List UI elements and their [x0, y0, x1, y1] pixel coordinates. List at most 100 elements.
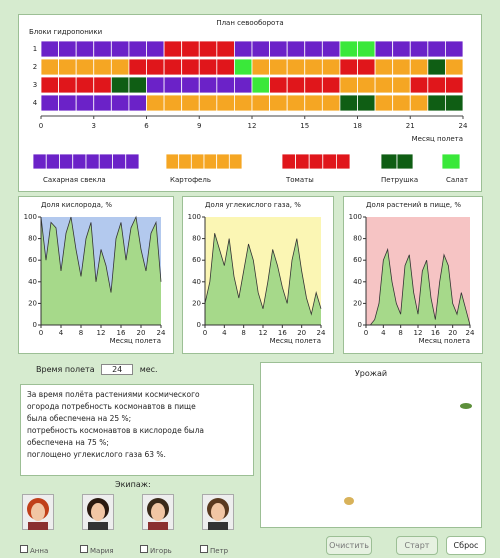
plan-cell	[304, 58, 323, 76]
crew-title: Экипаж:	[115, 480, 151, 489]
avatar[interactable]	[142, 494, 174, 530]
legend-cell	[295, 153, 310, 170]
legend-swatch	[281, 153, 351, 170]
x-tick-label: 24	[317, 329, 326, 337]
legend-cell	[228, 153, 243, 170]
chart-panel: Доля растений в пище, % 0 20 40 60 80 100 0 4 8 12…	[343, 196, 483, 354]
plan-cell	[269, 58, 288, 76]
avatar[interactable]	[82, 494, 114, 530]
x-tick-label: 20	[137, 329, 146, 337]
plan-cell	[110, 76, 130, 94]
plan-cell	[181, 40, 200, 58]
x-tick-label: 8	[241, 329, 245, 337]
plan-cell	[392, 76, 411, 94]
checkbox	[200, 545, 208, 553]
avatar[interactable]	[202, 494, 234, 530]
legend-cell	[441, 153, 461, 170]
plan-cell	[374, 58, 394, 76]
avatar-body	[88, 522, 108, 530]
plan-segment	[427, 94, 464, 112]
x-tick-label: 24	[459, 122, 468, 130]
crew-member[interactable]: Петр	[200, 545, 228, 555]
plan-cell	[392, 40, 411, 58]
summary-line: За время полёта растениями космического	[27, 390, 200, 399]
x-axis-label: Месяц полета	[270, 337, 321, 345]
plan-cell	[409, 94, 429, 112]
plan-cell	[198, 58, 218, 76]
plan-cell	[234, 40, 253, 58]
legend-cell	[322, 153, 337, 170]
plan-cell	[146, 76, 165, 94]
plan-cell	[110, 58, 130, 76]
y-tick-label: 40	[192, 278, 201, 286]
harvest-icon	[460, 403, 472, 409]
plan-segment	[234, 40, 341, 58]
button[interactable]: Сброс	[446, 536, 486, 555]
button[interactable]: Старт	[396, 536, 438, 555]
x-tick-label: 0	[39, 329, 43, 337]
legend-label: Томаты	[285, 176, 314, 184]
crew-member[interactable]: Мария	[80, 545, 114, 555]
legend-cell	[98, 153, 113, 170]
y-tick-label: 60	[28, 256, 37, 264]
x-axis-label: Месяц полета	[110, 337, 161, 345]
row-label: 4	[33, 99, 38, 107]
flight-time-label: Время полета	[36, 365, 95, 374]
x-axis-label: Месяц полета	[412, 135, 463, 143]
plan-segment	[110, 76, 147, 94]
plan-cell	[445, 40, 464, 58]
line	[40, 215, 162, 293]
plan-cell	[216, 58, 235, 76]
plan-cell	[40, 76, 59, 94]
plan-cell	[357, 94, 376, 112]
plan-cell	[128, 40, 147, 58]
y-tick-label: 60	[353, 256, 362, 264]
crew-member[interactable]: Анна	[20, 545, 48, 555]
plan-cell	[216, 94, 235, 112]
plan-cell	[286, 40, 306, 58]
plan-segment	[40, 40, 165, 58]
plan-cell	[58, 40, 77, 58]
flight-time-input[interactable]: 24	[101, 364, 134, 375]
legend-swatch	[380, 153, 414, 170]
x-tick-label: 12	[248, 122, 257, 130]
plan-segment	[445, 58, 464, 76]
legend-cell	[125, 153, 140, 170]
x-tick-label: 20	[297, 329, 306, 337]
plan-cell	[427, 76, 446, 94]
summary-line: потребность космонавтов в кислороде была	[27, 426, 205, 435]
x-tick-label: 8	[79, 329, 83, 337]
plan-cell	[40, 40, 59, 58]
plan-cell	[216, 40, 235, 58]
plan-cell	[286, 76, 306, 94]
crew-name: Анна	[30, 547, 49, 555]
plan-cell	[110, 40, 130, 58]
avatar[interactable]	[22, 494, 54, 530]
summary-line: обеспечена на 75 %;	[27, 438, 109, 447]
legend-label: Картофель	[170, 176, 211, 184]
x-tick-label: 12	[259, 329, 268, 337]
x-tick-label: 12	[414, 329, 423, 337]
plan-segment	[374, 40, 464, 58]
x-tick-label: 15	[300, 122, 309, 130]
plan-cell	[198, 94, 218, 112]
legend-cell	[112, 153, 127, 170]
plan-cell	[427, 94, 446, 112]
crew-member[interactable]: Игорь	[140, 545, 172, 555]
plan-cell	[251, 40, 270, 58]
y-tick-label: 40	[28, 278, 37, 286]
plan-cell	[269, 76, 288, 94]
chart-title: Доля кислорода, %	[41, 201, 112, 209]
area	[366, 249, 470, 325]
avatar-face	[31, 503, 45, 521]
legend-swatch	[165, 153, 243, 170]
legend-cell	[32, 153, 47, 170]
summary-line: поглощено углекислого газа 63 %.	[27, 450, 166, 459]
legend-cell	[396, 153, 414, 170]
y-tick-label: 80	[353, 235, 362, 243]
summary: За время полёта растениями космического о…	[20, 384, 254, 476]
plan-cell	[445, 58, 464, 76]
crew-name: Мария	[90, 547, 114, 555]
plan-segment	[409, 76, 464, 94]
button[interactable]: Очистить	[326, 536, 372, 555]
